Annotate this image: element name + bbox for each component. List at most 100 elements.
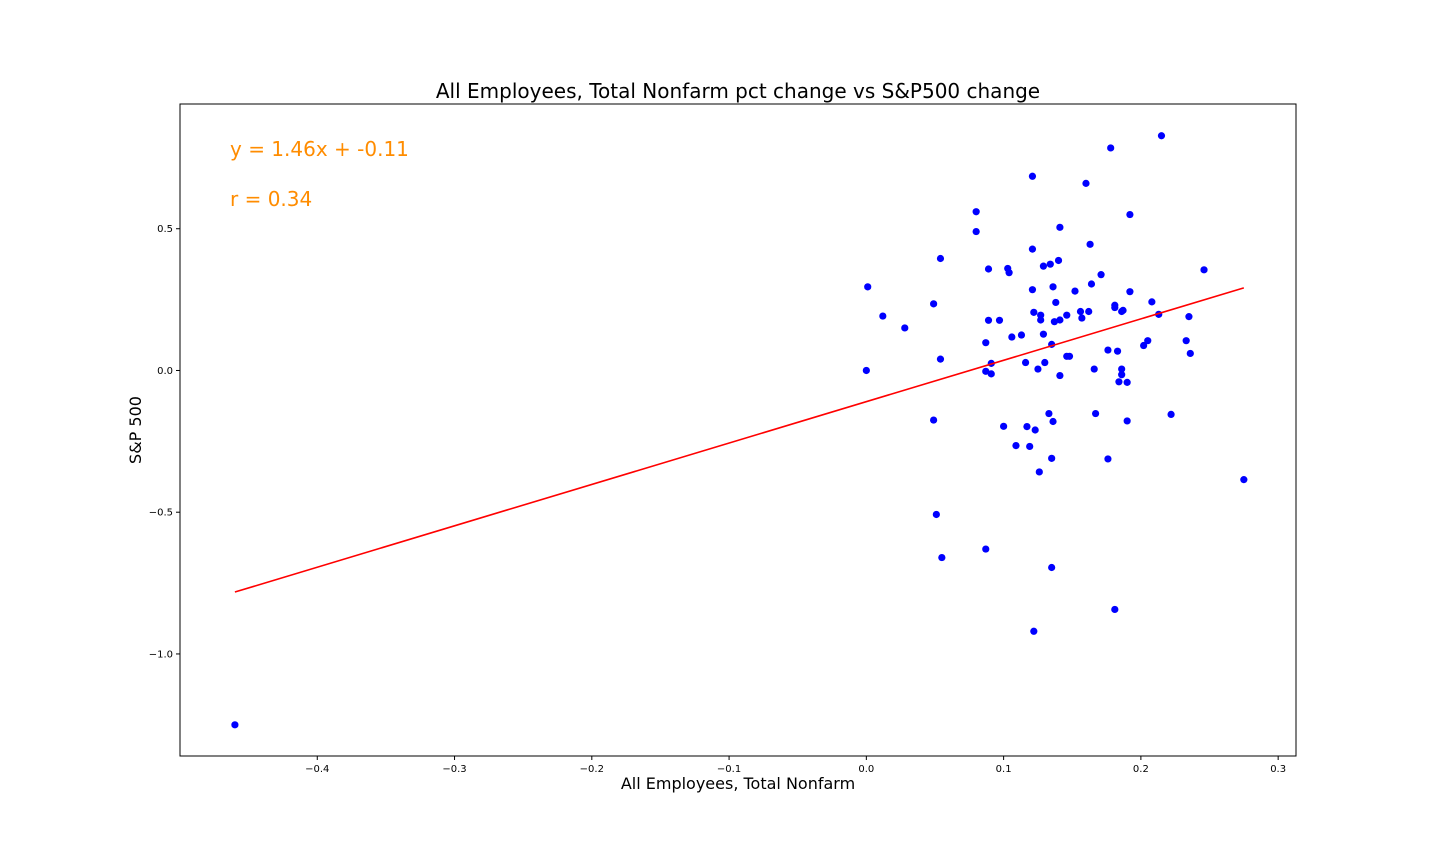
data-point [936,254,945,263]
y-tick-label: 0.0 [157,366,173,377]
data-point [1071,287,1079,295]
data-point [1012,441,1020,450]
x-tick-label: −0.1 [717,764,741,775]
data-point [879,312,887,320]
data-point [1118,365,1126,373]
data-point [938,553,946,562]
x-axis-label: All Employees, Total Nonfarm [621,774,855,793]
data-point [995,316,1004,324]
data-point [1111,303,1119,312]
data-point [1144,337,1152,345]
data-point [930,416,938,424]
data-point [1046,260,1054,268]
data-point [1085,307,1093,316]
x-tick-label: −0.4 [305,764,329,775]
data-point [1031,426,1039,434]
data-point [984,265,993,273]
data-point [1185,313,1193,321]
data-point [984,316,993,324]
data-point [1056,223,1064,231]
data-point [1056,316,1064,324]
plot-area [180,104,1296,756]
data-point [1056,371,1064,380]
data-point [1090,365,1098,373]
data-point [987,370,995,378]
data-point [1157,132,1166,140]
correlation-annotation: r = 0.34 [230,187,312,211]
data-point [1111,605,1119,614]
data-point [1026,442,1034,451]
data-point [1017,331,1026,339]
data-point [982,339,990,347]
data-point [1123,417,1131,425]
data-point [1104,455,1112,463]
data-point [1091,409,1100,418]
data-point [1126,288,1134,296]
x-tick-label: 0.3 [1270,764,1286,775]
data-point [932,510,940,519]
data-point [1148,298,1156,306]
x-tick-label: 0.1 [996,764,1012,775]
data-point [1039,262,1048,270]
data-point [1034,365,1042,373]
data-point [1048,454,1056,462]
data-point [930,300,938,308]
data-point [231,721,239,729]
data-point [972,208,980,216]
data-point [1041,358,1049,367]
y-axis: −1.0 −0.5 0.0 0.5 [149,224,180,660]
data-point [1186,349,1194,358]
regression-line [234,287,1245,593]
x-axis: −0.4 −0.3 −0.2 −0.1 0.0 0.1 0.2 0.3 [305,756,1286,775]
data-point [1023,422,1031,431]
data-point [1076,307,1085,316]
data-point [1052,298,1060,307]
data-point [1054,256,1063,265]
data-point [1082,179,1090,187]
data-point [1119,306,1127,314]
data-point [1123,378,1131,386]
data-point [1021,358,1030,367]
data-point [1118,371,1126,379]
data-point [936,355,945,363]
data-point [1028,286,1037,294]
x-tick-label: 0.0 [858,764,874,775]
data-point [1045,409,1053,418]
data-point [1028,245,1037,253]
data-point [1000,422,1008,430]
data-point [982,367,990,375]
data-point [1050,318,1059,326]
data-point [1008,333,1016,341]
x-tick-label: −0.3 [442,764,466,775]
data-point [1030,627,1038,635]
x-tick-label: −0.2 [580,764,604,775]
data-marks [231,132,1248,729]
data-point [1049,283,1057,291]
data-point [901,324,909,332]
data-point [982,545,990,553]
data-point [864,283,872,291]
regression-equation-annotation: y = 1.46x + -0.11 [230,137,409,161]
data-point [1104,346,1112,354]
data-point [1078,314,1086,322]
plot-frame [179,103,1297,757]
data-point [1113,347,1122,355]
data-point [1037,316,1045,324]
data-point [1049,417,1057,426]
y-axis-label: S&P 500 [126,396,145,464]
data-point [1140,341,1148,350]
data-point [1028,172,1037,180]
data-point [1167,410,1175,419]
chart-title: All Employees, Total Nonfarm pct change … [436,79,1040,103]
y-tick-label: −0.5 [149,508,173,519]
data-point [1126,210,1134,219]
data-point [1065,352,1074,360]
data-point [1030,308,1038,316]
data-point [972,227,980,236]
data-point [1240,476,1248,484]
data-point [1005,269,1013,277]
data-point [1087,280,1096,288]
data-point [1200,266,1208,274]
data-point [1086,240,1094,248]
